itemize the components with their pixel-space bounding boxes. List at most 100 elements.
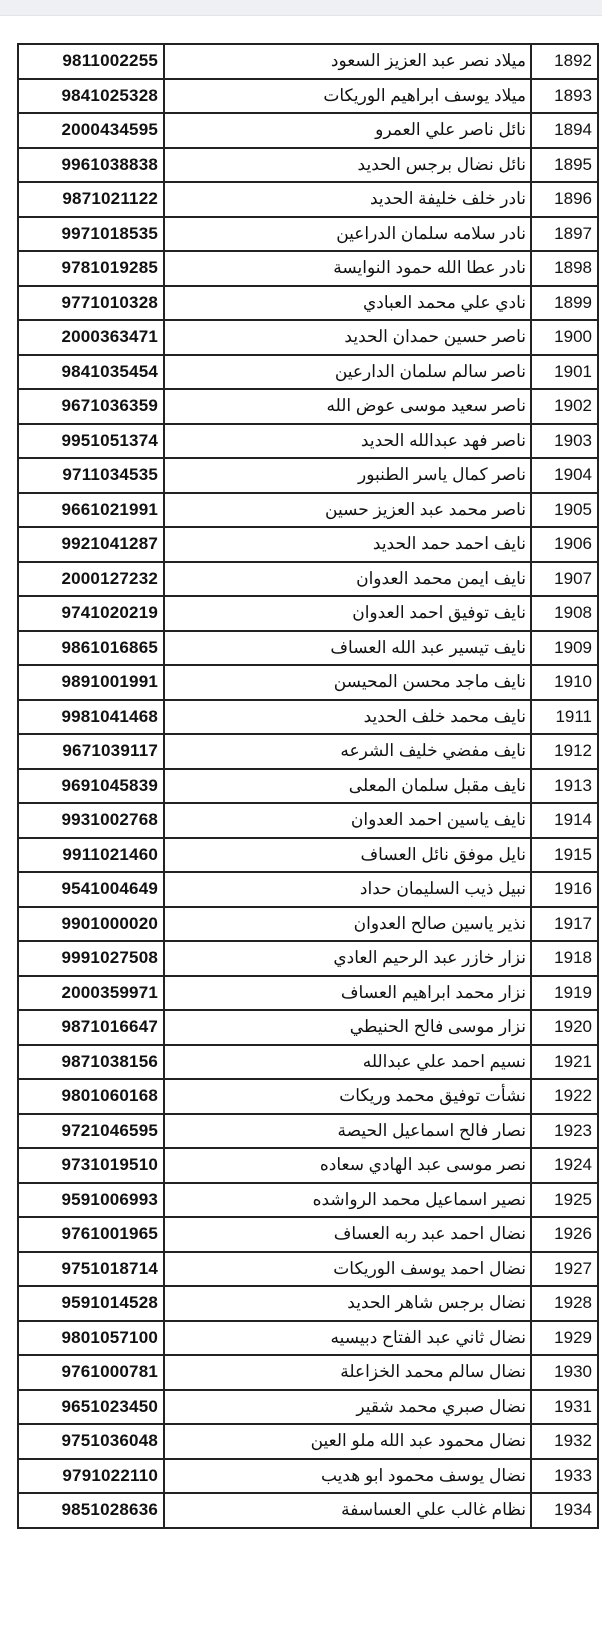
serial-number-cell: 1929 xyxy=(530,1319,599,1356)
national-number-cell: 9901000020 xyxy=(17,905,165,942)
national-number-cell: 9811002255 xyxy=(17,43,165,80)
national-number-cell: 9931002768 xyxy=(17,802,165,839)
national-number-cell: 2000359971 xyxy=(17,974,165,1011)
table-row: 9761000781 نضال سالم محمد الخزاعلة 1930 xyxy=(17,1354,599,1391)
national-number-cell: 9951051374 xyxy=(17,422,165,459)
name-cell: نصير اسماعيل محمد الرواشده xyxy=(163,1181,532,1218)
table-row: 9961038838 نائل نضال برجس الحديد 1895 xyxy=(17,146,599,183)
name-cell: نبيل ذيب السليمان حداد xyxy=(163,871,532,908)
name-cell: نايف توفيق احمد العدوان xyxy=(163,595,532,632)
national-number-cell: 9791022110 xyxy=(17,1457,165,1494)
name-cell: ناصر سعيد موسى عوض الله xyxy=(163,388,532,425)
table-row: 9731019510 نصر موسى عبد الهادي سعاده 1924 xyxy=(17,1147,599,1184)
national-number-cell: 9861016865 xyxy=(17,629,165,666)
table-row: 9741020219 نايف توفيق احمد العدوان 1908 xyxy=(17,595,599,632)
serial-number-cell: 1920 xyxy=(530,1009,599,1046)
name-cell: ناصر محمد عبد العزيز حسين xyxy=(163,491,532,528)
serial-number-cell: 1931 xyxy=(530,1388,599,1425)
table-row: 9771010328 نادي علي محمد العبادي 1899 xyxy=(17,284,599,321)
national-number-cell: 9781019285 xyxy=(17,250,165,287)
serial-number-cell: 1906 xyxy=(530,526,599,563)
serial-number-cell: 1910 xyxy=(530,664,599,701)
serial-number-cell: 1927 xyxy=(530,1250,599,1287)
national-number-cell: 9751036048 xyxy=(17,1423,165,1460)
serial-number-cell: 1932 xyxy=(530,1423,599,1460)
table-row: 9981041468 نايف محمد خلف الحديد 1911 xyxy=(17,698,599,735)
serial-number-cell: 1914 xyxy=(530,802,599,839)
table-row: 9901000020 نذير ياسين صالح العدوان 1917 xyxy=(17,905,599,942)
serial-number-cell: 1905 xyxy=(530,491,599,528)
name-cell: نايف احمد حمد الحديد xyxy=(163,526,532,563)
national-number-cell: 9981041468 xyxy=(17,698,165,735)
serial-number-cell: 1898 xyxy=(530,250,599,287)
serial-number-cell: 1908 xyxy=(530,595,599,632)
names-table: 9811002255 ميلاد نصر عبد العزيز السعود 189… xyxy=(17,43,599,1529)
name-cell: نايف ياسين احمد العدوان xyxy=(163,802,532,839)
table-row: 9851028636 نظام غالب علي العساسفة 1934 xyxy=(17,1492,599,1529)
national-number-cell: 9871021122 xyxy=(17,181,165,218)
serial-number-cell: 1922 xyxy=(530,1078,599,1115)
table-row: 9751018714 نضال احمد يوسف الوريكات 1927 xyxy=(17,1250,599,1287)
name-cell: نايف تيسير عبد الله العساف xyxy=(163,629,532,666)
table-row: 9711034535 ناصر كمال ياسر الطنبور 1904 xyxy=(17,457,599,494)
serial-number-cell: 1925 xyxy=(530,1181,599,1218)
serial-number-cell: 1913 xyxy=(530,767,599,804)
table-row: 9761001965 نضال احمد عبد ربه العساف 1926 xyxy=(17,1216,599,1253)
serial-number-cell: 1912 xyxy=(530,733,599,770)
name-cell: نضال احمد يوسف الوريكات xyxy=(163,1250,532,1287)
serial-number-cell: 1897 xyxy=(530,215,599,252)
name-cell: نضال صبري محمد شقير xyxy=(163,1388,532,1425)
name-cell: نضال احمد عبد ربه العساف xyxy=(163,1216,532,1253)
serial-number-cell: 1923 xyxy=(530,1112,599,1149)
serial-number-cell: 1924 xyxy=(530,1147,599,1184)
table-row: 9541004649 نبيل ذيب السليمان حداد 1916 xyxy=(17,871,599,908)
serial-number-cell: 1921 xyxy=(530,1043,599,1080)
national-number-cell: 9841035454 xyxy=(17,353,165,390)
national-number-cell: 9671039117 xyxy=(17,733,165,770)
name-cell: ميلاد نصر عبد العزيز السعود xyxy=(163,43,532,80)
table-row: 9671039117 نايف مفضي خليف الشرعه 1912 xyxy=(17,733,599,770)
table-row: 9951051374 ناصر فهد عبدالله الحديد 1903 xyxy=(17,422,599,459)
serial-number-cell: 1895 xyxy=(530,146,599,183)
name-cell: ناصر حسين حمدان الحديد xyxy=(163,319,532,356)
table-row: 9871016647 نزار موسى فالح الحنيطي 1920 xyxy=(17,1009,599,1046)
name-cell: نظام غالب علي العساسفة xyxy=(163,1492,532,1529)
serial-number-cell: 1911 xyxy=(530,698,599,735)
national-number-cell: 9761001965 xyxy=(17,1216,165,1253)
table-row: 9871038156 نسيم احمد علي عبدالله 1921 xyxy=(17,1043,599,1080)
name-cell: نضال يوسف محمود ابو هديب xyxy=(163,1457,532,1494)
national-number-cell: 9991027508 xyxy=(17,940,165,977)
serial-number-cell: 1901 xyxy=(530,353,599,390)
table-row: 9801057100 نضال ثاني عبد الفتاح دبيسيه 192… xyxy=(17,1319,599,1356)
name-cell: نزار موسى فالح الحنيطي xyxy=(163,1009,532,1046)
serial-number-cell: 1893 xyxy=(530,77,599,114)
national-number-cell: 9971018535 xyxy=(17,215,165,252)
serial-number-cell: 1903 xyxy=(530,422,599,459)
national-number-cell: 9891001991 xyxy=(17,664,165,701)
national-number-cell: 9871038156 xyxy=(17,1043,165,1080)
serial-number-cell: 1933 xyxy=(530,1457,599,1494)
national-number-cell: 9591006993 xyxy=(17,1181,165,1218)
table-row: 9591014528 نضال برجس شاهر الحديد 1928 xyxy=(17,1285,599,1322)
name-cell: نضال محمود عبد الله ملو العين xyxy=(163,1423,532,1460)
name-cell: نضال سالم محمد الخزاعلة xyxy=(163,1354,532,1391)
serial-number-cell: 1918 xyxy=(530,940,599,977)
top-bar xyxy=(0,0,602,16)
national-number-cell: 9751018714 xyxy=(17,1250,165,1287)
name-cell: ناصر فهد عبدالله الحديد xyxy=(163,422,532,459)
table-row: 2000359971 نزار محمد ابراهيم العساف 1919 xyxy=(17,974,599,1011)
table-row: 9871021122 نادر خلف خليفة الحديد 1896 xyxy=(17,181,599,218)
table-row: 9931002768 نايف ياسين احمد العدوان 1914 xyxy=(17,802,599,839)
serial-number-cell: 1909 xyxy=(530,629,599,666)
national-number-cell: 9731019510 xyxy=(17,1147,165,1184)
national-number-cell: 9851028636 xyxy=(17,1492,165,1529)
serial-number-cell: 1934 xyxy=(530,1492,599,1529)
name-cell: نايف ماجد محسن المحيسن xyxy=(163,664,532,701)
table-row: 9671036359 ناصر سعيد موسى عوض الله 1902 xyxy=(17,388,599,425)
serial-number-cell: 1915 xyxy=(530,836,599,873)
serial-number-cell: 1899 xyxy=(530,284,599,321)
national-number-cell: 9691045839 xyxy=(17,767,165,804)
national-number-cell: 9741020219 xyxy=(17,595,165,632)
serial-number-cell: 1916 xyxy=(530,871,599,908)
serial-number-cell: 1892 xyxy=(530,43,599,80)
